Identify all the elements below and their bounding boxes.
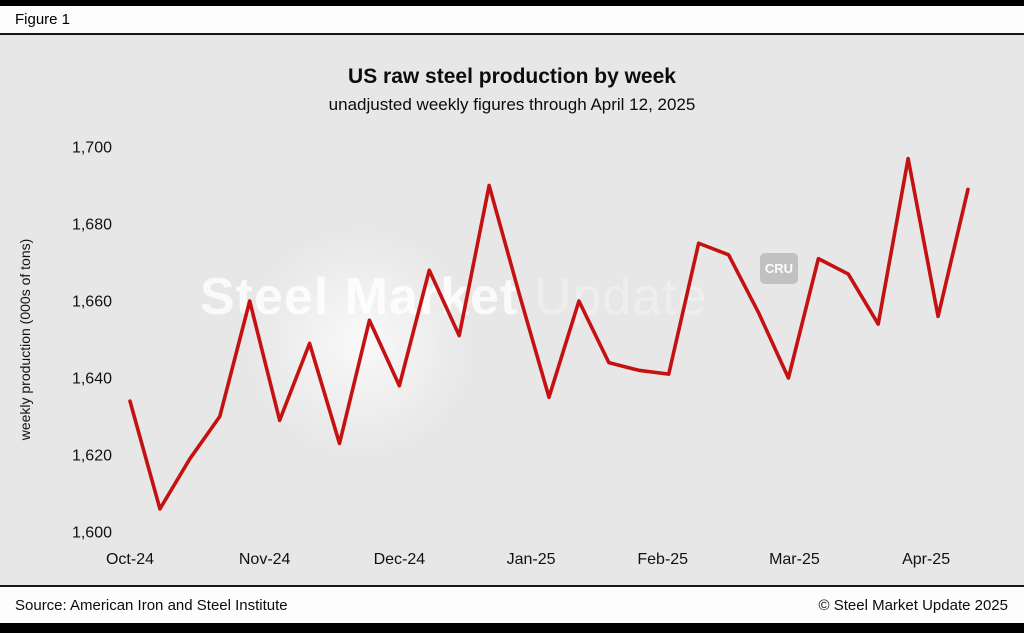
x-tick-label: Jan-25: [507, 551, 556, 568]
line-chart: 1,600 1,620 1,640 1,660 1,680 1,700 Oct-24 Nov-…: [17, 140, 970, 568]
chart-title: US raw steel production by week: [348, 65, 676, 88]
y-tick-label: 1,600: [72, 525, 112, 542]
x-tick-label: Mar-25: [769, 551, 820, 568]
footer-divider: [0, 585, 1024, 587]
bottom-border-bar: [0, 623, 1024, 633]
figure-header-strip: Figure 1: [0, 6, 1024, 33]
production-line-series: [128, 156, 970, 511]
x-tick-label: Feb-25: [637, 551, 688, 568]
y-tick-label: 1,620: [72, 448, 112, 465]
y-tick-label: 1,660: [72, 294, 112, 311]
chart-subtitle: unadjusted weekly figures through April …: [328, 95, 696, 114]
x-tick-label: Dec-24: [374, 551, 426, 568]
y-axis-label: weekly production (000s of tons): [17, 239, 33, 442]
figure-label: Figure 1: [15, 11, 71, 28]
x-tick-label: Nov-24: [239, 551, 291, 568]
y-tick-label: 1,640: [72, 371, 112, 388]
footer-strip: Source: American Iron and Steel Institut…: [0, 587, 1024, 623]
x-tick-label: Oct-24: [106, 551, 154, 568]
source-note: Source: American Iron and Steel Institut…: [15, 596, 288, 614]
x-tick-label: Apr-25: [902, 551, 950, 568]
y-tick-label: 1,700: [72, 140, 112, 157]
top-border-bar: [0, 0, 1024, 6]
chart-area: Steel Market Update CRU US raw steel pro…: [0, 35, 1024, 585]
copyright-note: © Steel Market Update 2025: [818, 596, 1009, 614]
header-divider: [0, 33, 1024, 35]
y-tick-label: 1,680: [72, 217, 112, 234]
